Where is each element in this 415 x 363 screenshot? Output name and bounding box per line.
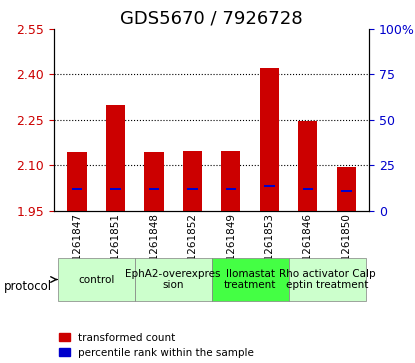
Text: llomastat
treatment: llomastat treatment	[224, 269, 276, 290]
Bar	[337, 167, 356, 211]
Legend: transformed count, percentile rank within the sample: transformed count, percentile rank withi…	[59, 333, 254, 358]
Text: protocol: protocol	[4, 280, 52, 293]
Bar	[221, 151, 241, 211]
Bar	[106, 105, 125, 211]
FancyBboxPatch shape	[212, 258, 288, 301]
Text: GSM1261851: GSM1261851	[110, 213, 120, 283]
Text: EphA2-overexpres
sion: EphA2-overexpres sion	[125, 269, 221, 290]
FancyBboxPatch shape	[58, 258, 135, 301]
Text: GSM1261850: GSM1261850	[341, 213, 351, 283]
Text: GSM1261847: GSM1261847	[72, 213, 82, 283]
Bar	[72, 188, 82, 190]
Bar	[298, 121, 317, 211]
Text: Rho activator Calp
eptin treatment: Rho activator Calp eptin treatment	[279, 269, 375, 290]
Text: GSM1261849: GSM1261849	[226, 213, 236, 283]
Bar	[67, 151, 87, 211]
Bar	[226, 188, 236, 190]
Bar	[183, 151, 202, 211]
Bar	[260, 68, 279, 211]
Text: GSM1261853: GSM1261853	[264, 213, 274, 283]
Text: GSM1261852: GSM1261852	[188, 213, 198, 283]
Bar	[341, 190, 352, 192]
Bar	[303, 188, 313, 190]
Text: GSM1261848: GSM1261848	[149, 213, 159, 283]
FancyBboxPatch shape	[135, 258, 212, 301]
Text: control: control	[78, 274, 115, 285]
Title: GDS5670 / 7926728: GDS5670 / 7926728	[120, 9, 303, 28]
Bar	[149, 188, 159, 190]
FancyBboxPatch shape	[288, 258, 366, 301]
Text: GSM1261846: GSM1261846	[303, 213, 313, 283]
Bar	[187, 188, 198, 190]
Bar	[110, 188, 121, 190]
Bar	[264, 185, 275, 187]
Bar	[144, 151, 164, 211]
